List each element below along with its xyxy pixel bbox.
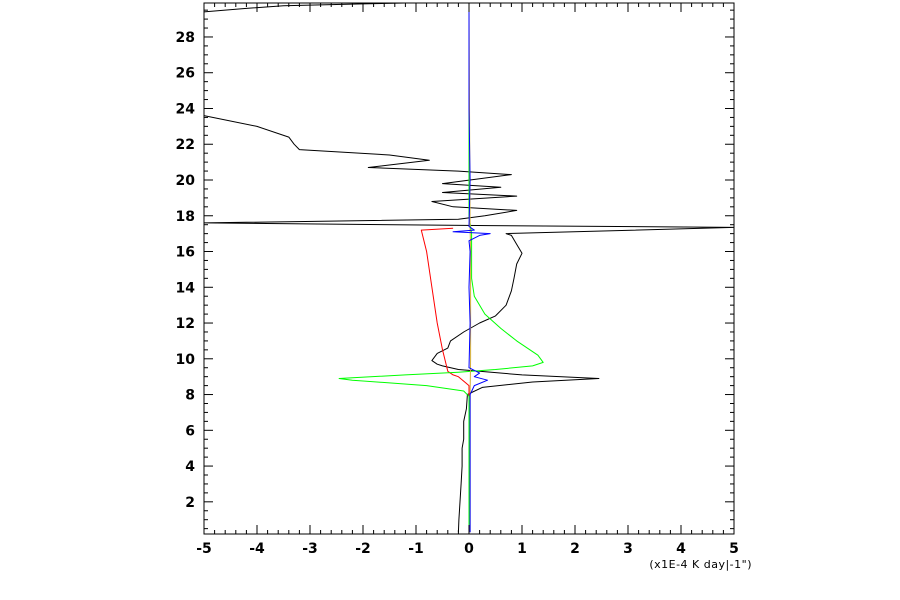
y-tick-label: 28 [176,30,195,46]
series-layer [203,2,735,533]
y-tick-label: 12 [176,316,195,332]
y-tick-label: 22 [176,137,195,153]
x-tick-label: 0 [464,541,474,557]
x-tick-label: 3 [623,541,633,557]
y-tick-label: 16 [176,245,195,261]
y-tick-label: 18 [176,209,195,225]
x-tick-label: 4 [676,541,686,557]
x-tick-label: -1 [408,541,424,557]
series-line-6 [452,3,491,533]
x-axis-unit-label: (x1E-4 K day|-1") [649,558,752,571]
x-tick-label: -2 [355,541,371,557]
y-tick-label: 4 [185,459,195,475]
y-tick-label: 10 [176,352,196,368]
x-tick-label: -4 [249,541,265,557]
series-line-2 [203,2,406,13]
x-tick-label: 5 [729,541,739,557]
y-tick-label: 24 [176,101,196,117]
y-tick-label: 6 [185,423,195,439]
series-line-4 [338,3,544,533]
x-tick-label: -5 [196,541,212,557]
x-tick-label: -3 [302,541,318,557]
y-tick-label: 2 [185,495,195,511]
y-tick-label: 14 [176,280,196,296]
x-tick-label: 1 [517,541,527,557]
y-tick-label: 26 [176,66,195,82]
series-line-3 [420,227,470,533]
y-tick-label: 20 [176,173,196,189]
y-tick-label: 8 [185,388,195,404]
x-tick-label: 2 [570,541,580,557]
